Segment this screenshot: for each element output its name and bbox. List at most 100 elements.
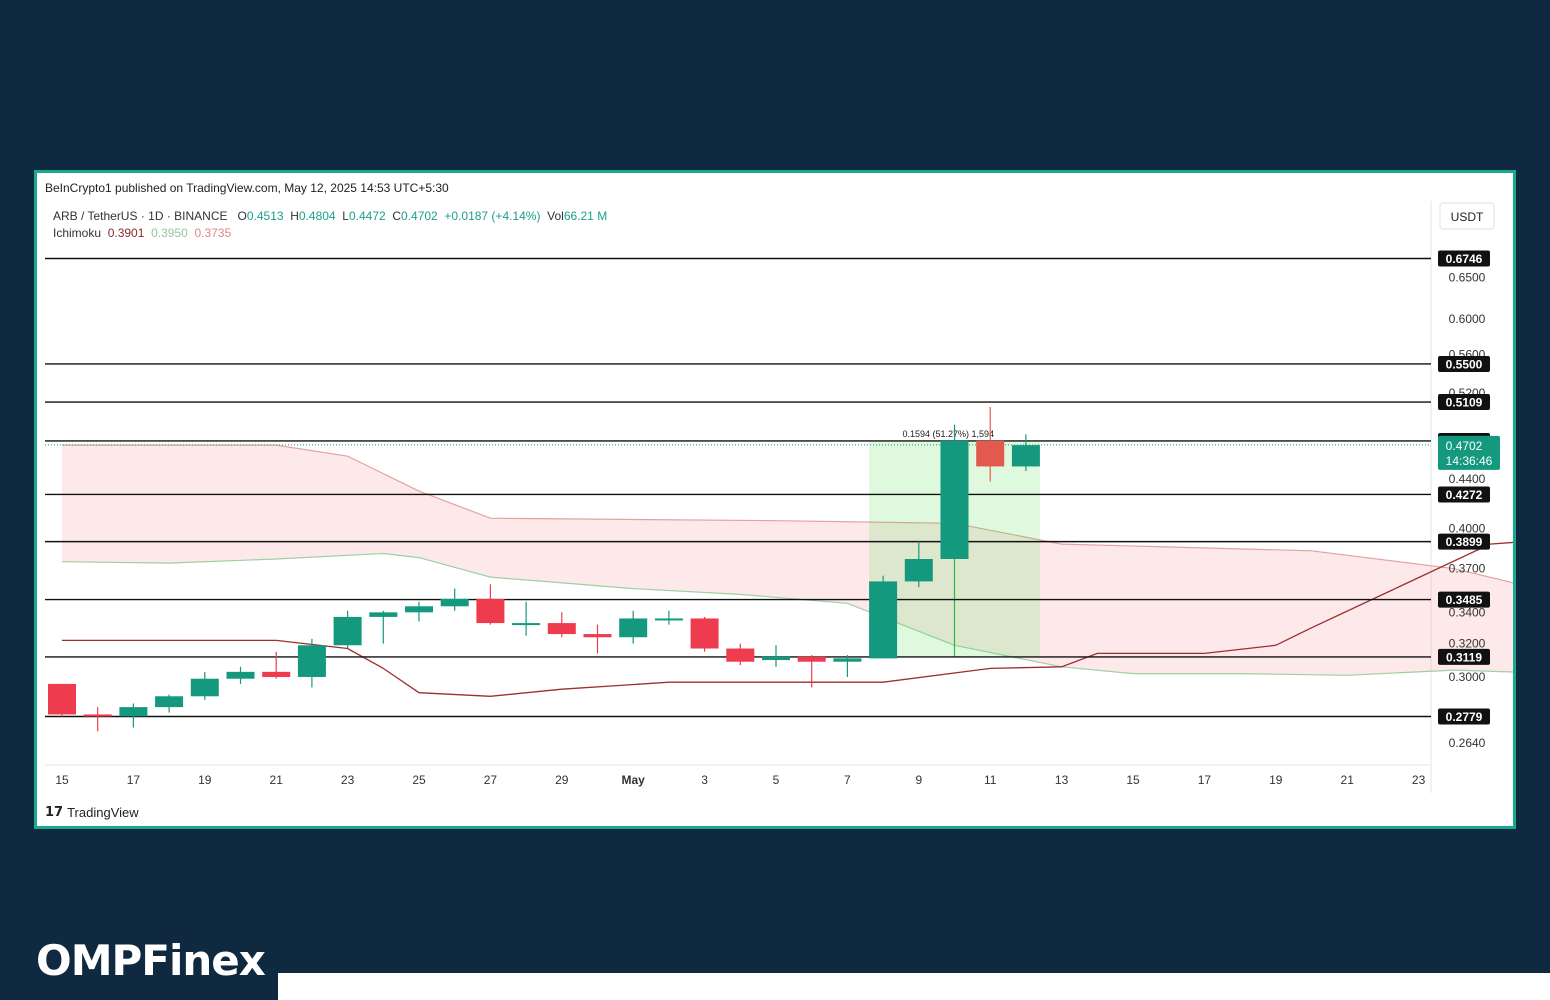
price-axis-label: 0.3400 — [1449, 605, 1486, 619]
tradingview-icon: 𝟭𝟳 — [45, 805, 64, 820]
pair-label: ARB / TetherUS · 1D · BINANCE — [53, 209, 228, 223]
level-tag — [1438, 708, 1490, 725]
countdown-label: 14:36:46 — [1446, 454, 1493, 468]
candle-body — [297, 645, 326, 677]
low-value: 0.4472 — [348, 209, 386, 223]
time-axis-label: 3 — [701, 773, 708, 787]
price-axis-label: 0.3000 — [1449, 670, 1486, 684]
level-tag — [1438, 486, 1490, 503]
measure-label: 0.1594 (51.27%) 1,594 — [903, 429, 995, 439]
currency-label: USDT — [1451, 210, 1484, 224]
level-tag — [1438, 250, 1490, 267]
candle-body — [869, 581, 898, 659]
candle-body — [333, 616, 362, 646]
candle-body — [762, 656, 790, 661]
candle-body — [440, 598, 469, 607]
time-axis-label: 15 — [55, 773, 69, 787]
time-axis-label: 21 — [1341, 773, 1355, 787]
level-tag-label: 0.5500 — [1446, 357, 1483, 371]
tradingview-logo: 𝟭𝟳 TradingView — [45, 805, 139, 820]
price-chart[interactable]: 0.1594 (51.27%) 1,5940.65000.60000.56000… — [37, 173, 1513, 826]
candle-body — [155, 696, 184, 708]
chart-frame: BeInCrypto1 published on TradingView.com… — [34, 170, 1516, 829]
time-axis-label: 29 — [555, 773, 569, 787]
volume-value: 66.21 M — [563, 209, 608, 223]
candle-body — [976, 440, 1005, 467]
price-axis-label: 0.3200 — [1449, 637, 1486, 651]
time-axis-label: 11 — [984, 773, 997, 787]
candle-body — [797, 656, 826, 662]
open-label: O — [237, 209, 247, 223]
candle-body — [83, 714, 112, 717]
price-axis-label: 0.3700 — [1449, 562, 1486, 576]
candle-body — [226, 671, 255, 679]
open-value: 0.4513 — [246, 209, 284, 223]
level-tag — [1438, 355, 1490, 372]
candle-body — [405, 606, 433, 613]
level-tag-label: 0.2779 — [1446, 710, 1483, 724]
candle-body — [476, 598, 505, 624]
brand-logo: OMPFinex — [36, 936, 266, 985]
ichimoku-base-line — [62, 541, 1513, 697]
level-tag-label: 0.4272 — [1446, 488, 1483, 502]
candle-body — [833, 658, 862, 662]
candle-body — [654, 618, 683, 621]
time-axis-label: May — [622, 773, 646, 787]
candle-body — [1011, 445, 1040, 467]
candle-body — [583, 634, 612, 638]
candle-body — [904, 558, 933, 582]
symbol-legend: ARB / TetherUS · 1D · BINANCE O0.4513 H0… — [53, 209, 607, 223]
level-tag — [1438, 394, 1490, 411]
ichimoku-value-1: 0.3901 — [107, 226, 145, 240]
ichimoku-value-2: 0.3950 — [151, 226, 188, 240]
time-axis-label: 21 — [270, 773, 284, 787]
time-axis-label: 19 — [198, 773, 212, 787]
ichimoku-span-a — [61, 552, 1513, 676]
published-caption: BeInCrypto1 published on TradingView.com… — [45, 181, 449, 195]
ichimoku-value-3: 0.3735 — [194, 226, 232, 240]
level-tag-label: 0.3485 — [1446, 593, 1483, 607]
price-axis-label: 0.2640 — [1449, 736, 1486, 750]
price-axis-label: 0.4400 — [1449, 472, 1486, 486]
time-axis-label: 15 — [1126, 773, 1140, 787]
currency-box — [1439, 202, 1495, 230]
low-label: L — [342, 209, 349, 223]
tradingview-logo-text: TradingView — [67, 805, 139, 820]
time-axis-label: 27 — [484, 773, 498, 787]
level-tag-label: 0.3119 — [1446, 650, 1482, 664]
time-axis-label: 19 — [1269, 773, 1283, 787]
change-value: +0.0187 (+4.14%) — [444, 209, 541, 223]
close-value: 0.4702 — [401, 209, 438, 223]
level-tag-label: 0.3899 — [1446, 535, 1483, 549]
candle-body — [726, 648, 755, 662]
high-label: H — [290, 209, 299, 223]
candle-body — [547, 623, 576, 635]
footer-bar — [278, 973, 1550, 1000]
time-axis-label: 13 — [1055, 773, 1069, 787]
level-tag — [1438, 648, 1490, 665]
current-price-label: 0.4702 — [1446, 439, 1483, 453]
level-tag — [1438, 591, 1490, 608]
candle-body — [690, 618, 719, 649]
candle-body — [512, 623, 541, 626]
time-axis-label: 23 — [341, 773, 355, 787]
high-value: 0.4804 — [298, 209, 336, 223]
candle-body — [619, 618, 648, 638]
time-axis-label: 17 — [1198, 773, 1212, 787]
level-tag-label: 0.6746 — [1446, 252, 1483, 266]
time-axis-label: 5 — [773, 773, 780, 787]
ichimoku-legend: Ichimoku 0.3901 0.3950 0.3735 — [53, 226, 231, 240]
volume-label: Vol — [547, 209, 564, 223]
candle-body — [940, 440, 969, 559]
price-axis-label: 0.6500 — [1449, 271, 1486, 285]
candle-body — [119, 707, 148, 717]
time-axis-label: 23 — [1412, 773, 1426, 787]
candle-body — [48, 683, 76, 715]
time-axis-label: 9 — [915, 773, 922, 787]
level-tag — [1438, 533, 1490, 550]
candle-body — [369, 612, 398, 617]
time-axis-label: 17 — [127, 773, 141, 787]
close-label: C — [392, 209, 402, 223]
level-tag-label: 0.5109 — [1446, 396, 1483, 410]
ichimoku-span-b — [62, 444, 1513, 584]
